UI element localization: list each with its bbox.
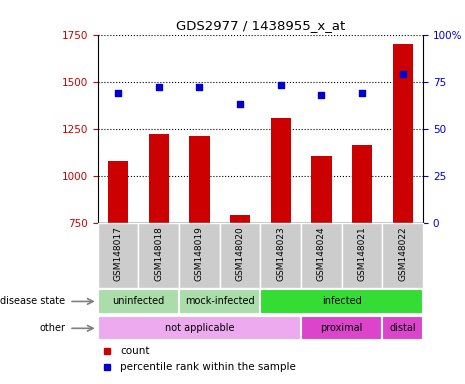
Text: GSM148019: GSM148019 [195, 226, 204, 281]
Text: other: other [39, 323, 65, 333]
Bar [311, 156, 332, 223]
Point [359, 90, 366, 96]
Title: GDS2977 / 1438955_x_at: GDS2977 / 1438955_x_at [176, 19, 345, 32]
Text: GSM148020: GSM148020 [236, 226, 245, 281]
Text: proximal: proximal [320, 323, 363, 333]
Bar [138, 223, 179, 288]
Text: not applicable: not applicable [165, 323, 234, 333]
Bar [98, 290, 179, 313]
Bar [271, 118, 291, 223]
Bar [219, 223, 260, 288]
Bar [260, 290, 423, 313]
Text: GSM148022: GSM148022 [399, 226, 407, 281]
Text: GSM148018: GSM148018 [154, 226, 163, 281]
Bar [382, 316, 423, 341]
Bar [392, 44, 413, 223]
Text: disease state: disease state [0, 296, 65, 306]
Bar [179, 290, 260, 313]
Point [318, 92, 325, 98]
Bar [301, 223, 342, 288]
Point [277, 82, 285, 88]
Point [196, 84, 203, 90]
Point [236, 101, 244, 107]
Bar [148, 134, 169, 223]
Bar [301, 316, 382, 341]
Bar [342, 223, 382, 288]
Bar [108, 161, 128, 223]
Text: GSM148021: GSM148021 [358, 226, 366, 281]
Text: GSM148024: GSM148024 [317, 226, 326, 281]
Text: distal: distal [390, 323, 416, 333]
Bar [382, 223, 423, 288]
Bar [179, 223, 219, 288]
Point [399, 71, 406, 77]
Text: percentile rank within the sample: percentile rank within the sample [120, 362, 296, 372]
Bar [352, 145, 372, 223]
Text: infected: infected [322, 296, 362, 306]
Point [155, 84, 162, 90]
Text: mock-infected: mock-infected [185, 296, 254, 306]
Text: GSM148023: GSM148023 [276, 226, 285, 281]
Text: uninfected: uninfected [112, 296, 165, 306]
Bar [230, 215, 250, 223]
Bar [189, 136, 210, 223]
Bar [98, 316, 301, 341]
Text: count: count [120, 346, 150, 356]
Bar [98, 223, 139, 288]
Point [114, 90, 122, 96]
Bar [260, 223, 301, 288]
Text: GSM148017: GSM148017 [113, 226, 122, 281]
